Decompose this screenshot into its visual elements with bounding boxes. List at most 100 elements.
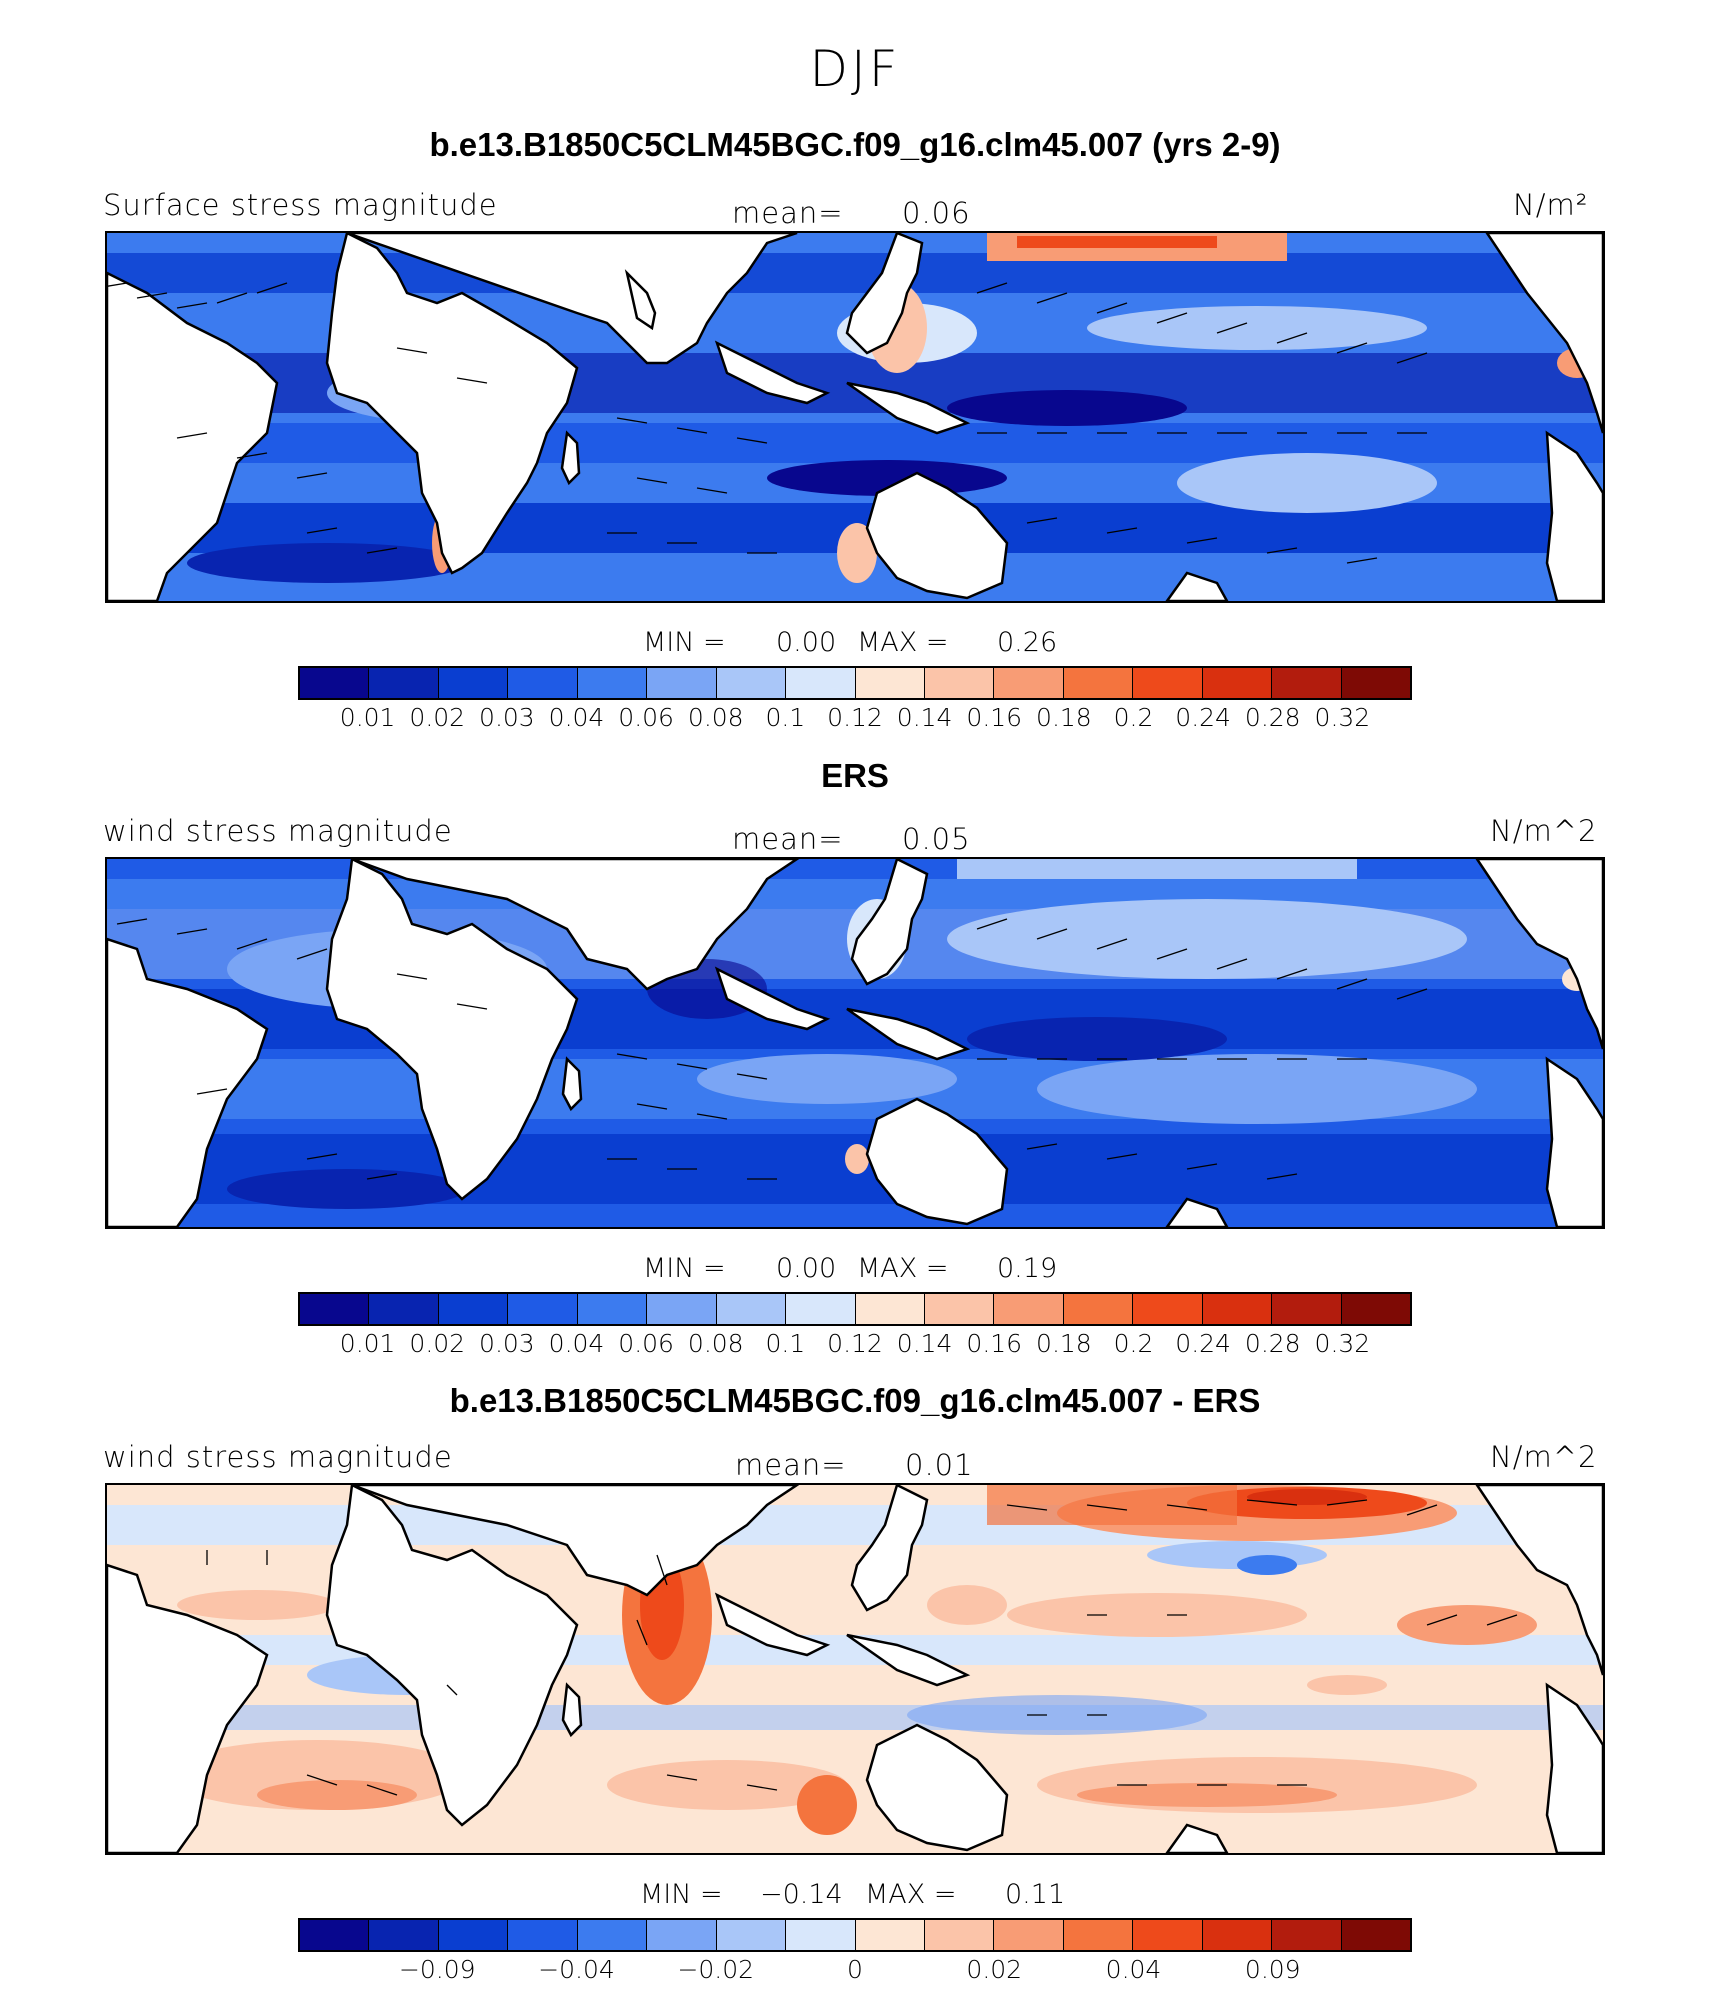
colorbar-tick-label: −0.04 (538, 1955, 615, 1984)
colorbar-tick-label: 0.28 (1244, 1329, 1301, 1358)
colorbar-swatch (1063, 668, 1134, 698)
colorbar-swatch (438, 668, 509, 698)
colorbar-swatch (647, 1920, 717, 1950)
colorbar-swatch (855, 1294, 925, 1324)
colorbar-tick-label: −0.09 (398, 1955, 476, 1984)
colorbar-tick-label: 0.14 (896, 703, 953, 732)
colorbar-tick-label: 0.06 (618, 1329, 674, 1358)
colorbar-swatch (1202, 668, 1273, 698)
colorbar-tick-label: 0.12 (827, 1329, 883, 1358)
panel-2-mean-label: mean= (732, 822, 844, 856)
colorbar-swatch (577, 1294, 648, 1324)
panel-1-wind-vectors (107, 282, 1428, 564)
panel-3-title: b.e13.B1850C5CLM45BGC.f09_g16.clm45.007 … (449, 1382, 1261, 1419)
panel-2-map (105, 857, 1605, 1229)
colorbar-tick-label: 0.04 (548, 1329, 605, 1358)
colorbar-tick-label: 0.1 (765, 1329, 806, 1358)
colorbar-swatch (786, 668, 856, 698)
colorbar-swatch (1133, 1294, 1203, 1324)
panel-3-mean-value: 0.01 (905, 1448, 974, 1482)
colorbar-swatch (369, 1294, 439, 1324)
colorbar-tick-label: 0.18 (1036, 1329, 1092, 1358)
colorbar-swatch (716, 1294, 787, 1324)
colorbar-tick-label: 0.02 (966, 1955, 1023, 1984)
panel-2-colorbar (298, 1292, 1412, 1326)
panel-3-colorbar-ticks: −0.09 −0.04 −0.02 0 0.02 0.04 0.09 (298, 1955, 1412, 1989)
colorbar-tick-label: 0.24 (1175, 703, 1231, 732)
colorbar-swatch (1202, 1920, 1273, 1950)
panel-2-wind-vectors (116, 918, 1428, 1180)
colorbar-swatch (1272, 1920, 1342, 1950)
colorbar-tick-label: 0.28 (1244, 703, 1301, 732)
colorbar-swatch (786, 1920, 856, 1950)
colorbar-swatch (1341, 1294, 1410, 1324)
colorbar-swatch (438, 1294, 509, 1324)
panel-2-title: ERS (821, 757, 889, 794)
panel-1-mean-label: mean= (732, 196, 844, 230)
colorbar-swatch (300, 668, 370, 698)
colorbar-swatch (369, 668, 439, 698)
panel-3-colorbar (298, 1918, 1412, 1952)
colorbar-swatch (1133, 668, 1203, 698)
panel-2-min-label: MIN = (643, 1253, 726, 1284)
colorbar-tick-label: 0.24 (1175, 1329, 1231, 1358)
colorbar-swatch (1272, 668, 1342, 698)
panel-1-ocean-field (107, 233, 1603, 601)
colorbar-swatch (508, 1920, 578, 1950)
panel-1-colorbar (298, 666, 1412, 700)
colorbar-swatch (438, 1920, 509, 1950)
colorbar-swatch (1063, 1294, 1134, 1324)
colorbar-swatch (855, 668, 925, 698)
panel-1-map (105, 231, 1605, 603)
colorbar-swatch (508, 668, 578, 698)
panel-2-max-label: MAX = (857, 1253, 949, 1284)
panel-3-difference-field (107, 1485, 1603, 1853)
colorbar-swatch (716, 1920, 787, 1950)
colorbar-swatch (1341, 668, 1410, 698)
figure-title: DJF (809, 40, 901, 98)
panel-1-max-value: 0.26 (997, 627, 1058, 658)
colorbar-swatch (508, 1294, 578, 1324)
colorbar-swatch (716, 668, 787, 698)
colorbar-swatch (924, 1920, 995, 1950)
panel-2-variable-label: wind stress magnitude (103, 814, 453, 848)
colorbar-swatch (924, 1294, 995, 1324)
colorbar-swatch (577, 1920, 648, 1950)
colorbar-swatch (1272, 1294, 1342, 1324)
colorbar-swatch (994, 1294, 1064, 1324)
panel-3-min-value: −0.14 (760, 1879, 843, 1910)
panel-3-land (107, 1485, 1603, 1853)
panel-1-units: N/m² (1513, 188, 1589, 222)
panel-3-variable-label: wind stress magnitude (103, 1440, 453, 1474)
panel-1-min-value: 0.00 (776, 627, 837, 658)
colorbar-swatch (1133, 1920, 1203, 1950)
colorbar-tick-label: 0.32 (1314, 1329, 1371, 1358)
colorbar-tick-label: 0.01 (339, 703, 396, 732)
panel-3-max-label: MAX = (865, 1879, 957, 1910)
colorbar-tick-label: 0.06 (618, 703, 674, 732)
colorbar-tick-label: 0.04 (1105, 1955, 1162, 1984)
panel-3-max-value: 0.11 (1005, 1879, 1066, 1910)
colorbar-swatch (924, 668, 995, 698)
colorbar-tick-label: 0.09 (1244, 1955, 1301, 1984)
panel-3-map (105, 1483, 1605, 1855)
colorbar-tick-label: 0 (847, 1955, 863, 1984)
colorbar-swatch (300, 1920, 370, 1950)
colorbar-tick-label: 0.03 (479, 1329, 535, 1358)
colorbar-swatch (577, 668, 648, 698)
panel-1-title: b.e13.B1850C5CLM45BGC.f09_g16.clm45.007 … (429, 126, 1281, 163)
panel-1-land (107, 233, 1603, 601)
colorbar-tick-label: 0.02 (409, 1329, 466, 1358)
colorbar-tick-label: 0.32 (1314, 703, 1371, 732)
colorbar-tick-label: 0.02 (409, 703, 466, 732)
panel-1-mean-value: 0.06 (902, 196, 971, 230)
colorbar-swatch (1202, 1294, 1273, 1324)
colorbar-tick-label: 0.2 (1113, 1329, 1154, 1358)
colorbar-swatch (1063, 1920, 1134, 1950)
panel-1-min-label: MIN = (643, 627, 726, 658)
colorbar-tick-label: 0.01 (339, 1329, 396, 1358)
panel-3-mean-label: mean= (735, 1448, 847, 1482)
colorbar-tick-label: 0.04 (548, 703, 605, 732)
panel-2-colorbar-ticks: 0.01 0.02 0.03 0.04 0.06 0.08 0.1 0.12 0.14 0.16 0… (298, 1329, 1412, 1363)
colorbar-swatch (369, 1920, 439, 1950)
